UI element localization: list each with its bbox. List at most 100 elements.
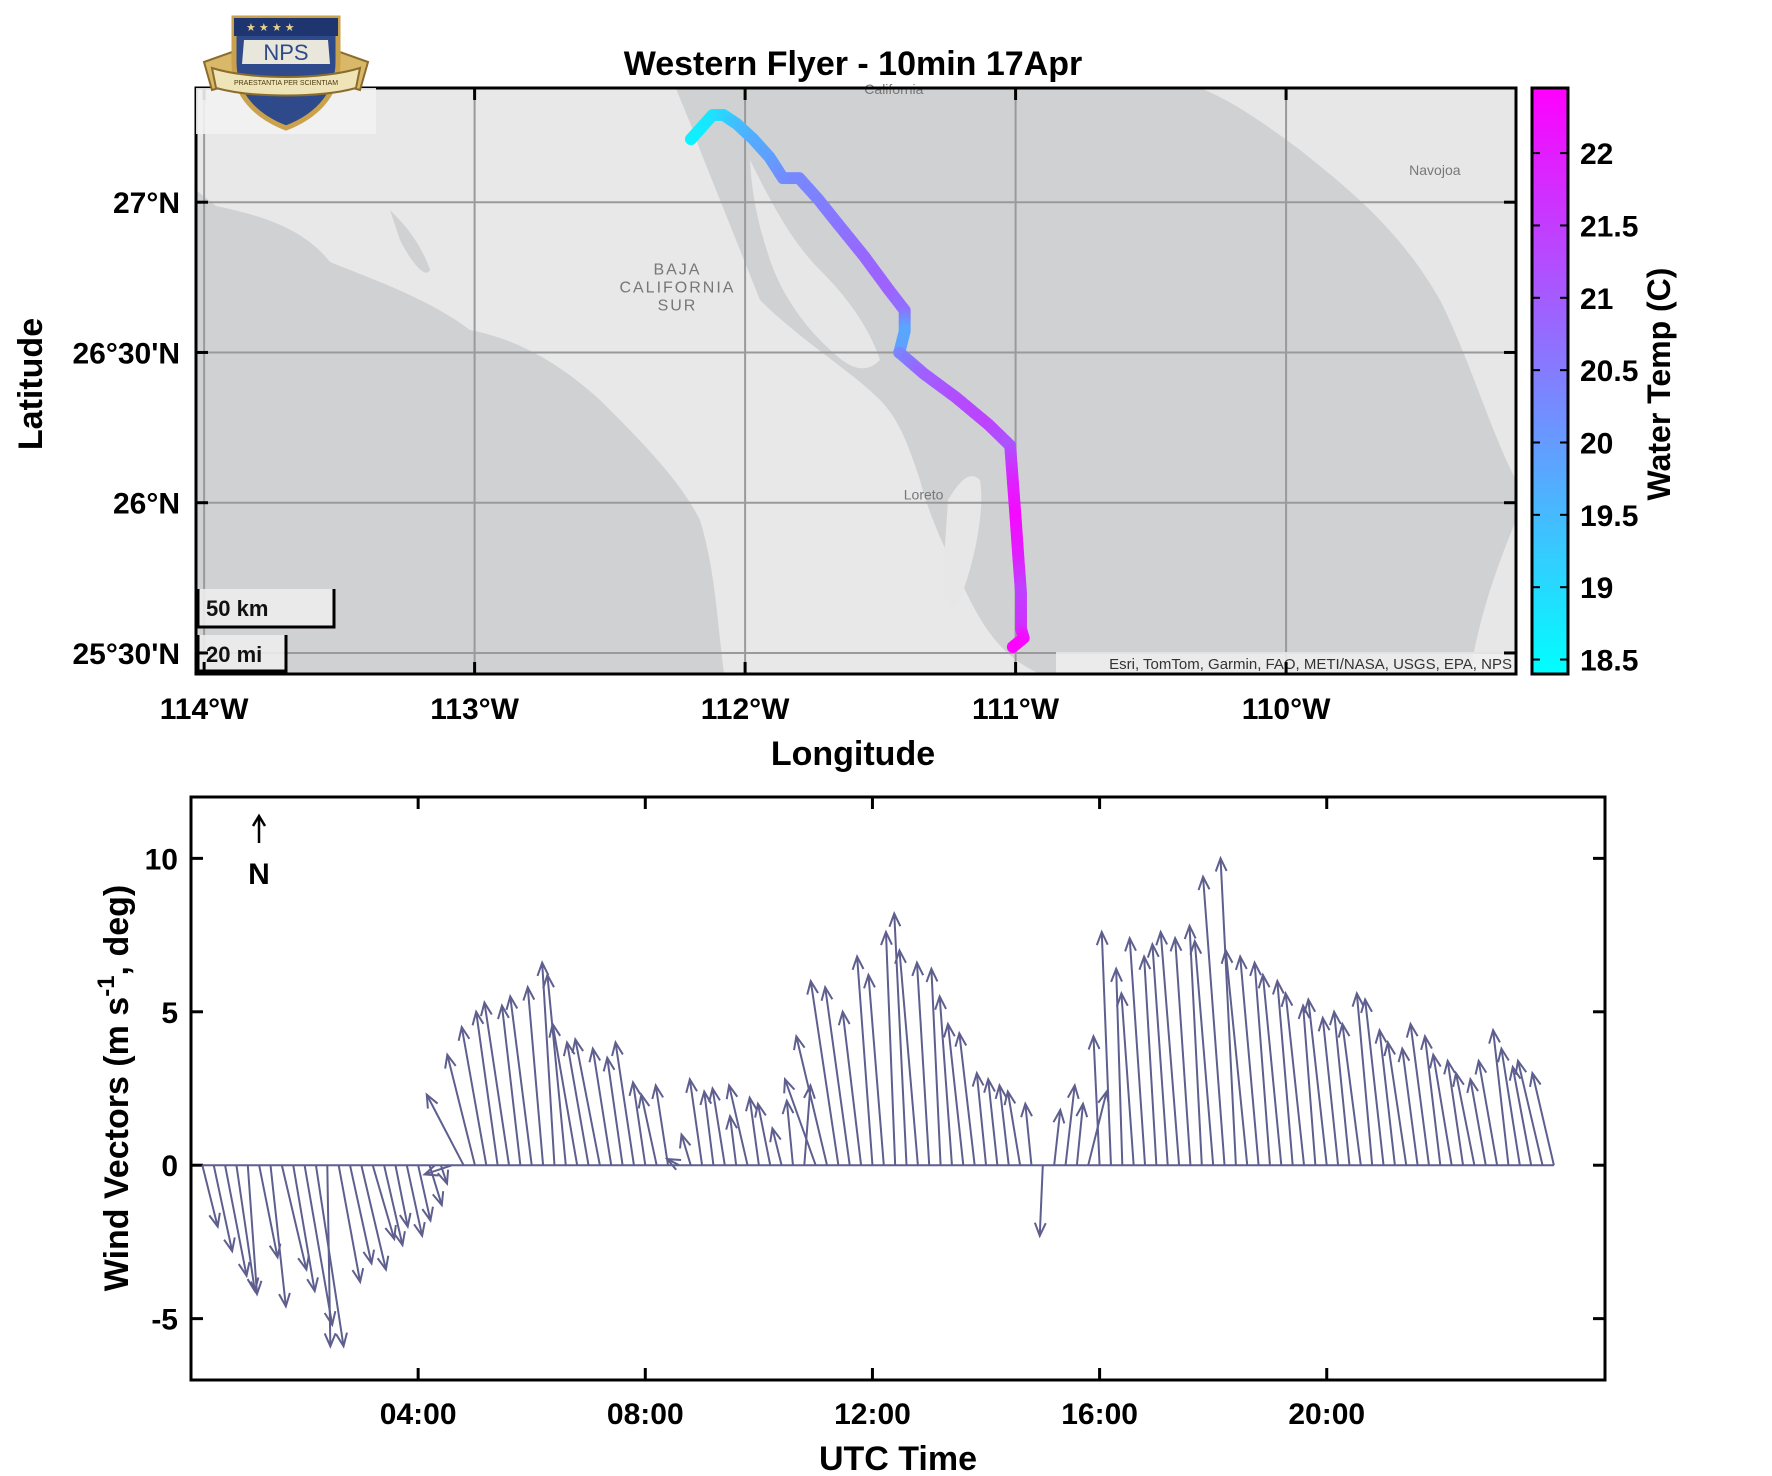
map-tick-label-x: 114°W xyxy=(160,693,249,726)
wind-vector-shaft xyxy=(1321,1017,1340,1166)
wind-vector-shaft xyxy=(475,1011,499,1166)
wind-vector xyxy=(212,1165,236,1254)
scale-bar-km-box xyxy=(198,589,334,627)
wind-vector-head xyxy=(754,1101,767,1118)
wind-vector-head xyxy=(1183,923,1197,940)
wind-vector-head xyxy=(425,1092,439,1109)
wind-vector-shaft xyxy=(1386,1042,1408,1166)
wind-vector xyxy=(280,1164,310,1273)
wind-vector-head xyxy=(1452,1070,1465,1088)
wind-vector-head xyxy=(237,1261,251,1279)
scale-bar: 50 km 20 mi xyxy=(196,589,336,673)
wind-vector-shaft xyxy=(417,1164,432,1221)
logo-chief xyxy=(234,18,338,36)
wind-vector-shaft xyxy=(728,1085,749,1166)
wind-vector xyxy=(1124,935,1147,1166)
wind-vector xyxy=(1303,996,1328,1166)
wind-vector-shaft xyxy=(1409,1023,1430,1166)
wind-vector xyxy=(425,1092,465,1166)
wind-vector-head xyxy=(1351,990,1365,1008)
wind-ylabel-tail: , deg) xyxy=(98,885,136,976)
wind-vector-head xyxy=(725,1113,738,1130)
wind-vector xyxy=(911,960,931,1166)
wind-vector xyxy=(422,1164,453,1177)
wind-vector xyxy=(1329,1009,1351,1166)
wind-vector-shaft xyxy=(1276,981,1294,1166)
wind-vector xyxy=(1220,947,1249,1166)
wind-vector-head xyxy=(708,1085,721,1103)
wind-vector-shaft xyxy=(1143,956,1158,1166)
wind-vector-head xyxy=(1033,1222,1047,1239)
wind-vector xyxy=(588,1046,613,1166)
logo-motto: PRAESTANTIA PER SCIENTIAM xyxy=(234,80,338,87)
wind-vector-head xyxy=(781,1098,795,1115)
wind-vector-shaft xyxy=(1446,1060,1465,1166)
wind-vector-head xyxy=(249,1280,263,1297)
wind-vector-shaft xyxy=(405,1164,424,1236)
wind-vector-shaft xyxy=(1355,993,1374,1166)
sonora-land xyxy=(1200,88,1516,480)
wind-vector xyxy=(1297,1003,1317,1166)
wind-vector-shaft xyxy=(1341,1023,1362,1166)
wind-vector xyxy=(1374,1027,1396,1166)
wind-vector-head xyxy=(628,1079,642,1097)
wind-vector-shaft xyxy=(509,996,533,1166)
wind-vector xyxy=(1360,996,1385,1166)
wind-vector-shaft xyxy=(394,1165,409,1227)
wind-vector xyxy=(637,1092,658,1166)
wind-vector-shaft xyxy=(1333,1011,1351,1166)
wind-ylabel-main: Wind Vectors (m s xyxy=(98,997,136,1291)
wind-vector xyxy=(201,1164,221,1230)
wind-vector-shaft xyxy=(1454,1072,1476,1166)
map-ylabel: Latitude xyxy=(12,318,50,450)
wind-vector-shaft xyxy=(958,1033,976,1166)
wind-vector xyxy=(269,1165,291,1309)
wind-vector-shaft xyxy=(1364,999,1385,1166)
logo-text: NPS xyxy=(263,40,308,65)
wind-vector-shaft xyxy=(424,1164,453,1176)
wind-vector-shaft xyxy=(1261,974,1283,1166)
colorbar-label: Water Temp (C) xyxy=(1641,268,1677,501)
wind-vector-shaft xyxy=(566,1042,590,1166)
wind-vector xyxy=(1497,1046,1521,1166)
map-tick-label-y: 27°N xyxy=(113,187,180,220)
wind-vector-head xyxy=(888,911,902,928)
wind-vector xyxy=(1397,1046,1419,1166)
wind-vector-shaft xyxy=(1120,993,1135,1166)
wind-vector-head xyxy=(685,1076,698,1094)
wind-vector-head xyxy=(335,1332,348,1349)
wind-vector xyxy=(349,1164,376,1266)
wind-vector-head xyxy=(1329,1009,1342,1026)
wind-vector xyxy=(542,972,567,1166)
wind-vector-shaft xyxy=(235,1165,256,1292)
wind-vector-shaft xyxy=(1159,931,1181,1166)
wind-vector xyxy=(934,993,953,1166)
wind-vector-shaft xyxy=(1115,968,1124,1166)
colorbar-tick-label: 21.5 xyxy=(1580,210,1638,243)
wind-vector-shaft xyxy=(224,1165,248,1276)
colorbar-gradient xyxy=(1530,86,1570,676)
wind-vector-head xyxy=(880,929,893,946)
wind-vector xyxy=(725,1082,749,1166)
wind-vector xyxy=(1272,978,1294,1166)
wind-vector-head xyxy=(1020,1101,1033,1118)
place-label: Loreto xyxy=(904,487,944,503)
wind-vector-head xyxy=(803,1082,816,1100)
wind-vector-head xyxy=(1497,1046,1510,1063)
wind-vector xyxy=(371,1164,397,1242)
wind-vector-shaft xyxy=(784,1078,817,1166)
wind-vector-shaft xyxy=(703,1091,715,1166)
wind-vector xyxy=(1514,1058,1544,1166)
north-label: N xyxy=(248,858,270,891)
wind-vector xyxy=(536,960,556,1166)
wind-vector-head xyxy=(1429,1052,1442,1069)
wind-vector-shaft xyxy=(1432,1054,1453,1166)
wind-vector xyxy=(971,1070,988,1166)
sonora-land-south xyxy=(1470,520,1516,674)
wind-vector-shaft xyxy=(446,1054,476,1166)
wind-vector xyxy=(837,1009,863,1166)
wind-vector-head xyxy=(934,993,947,1011)
wind-vector-shaft xyxy=(1511,1066,1533,1166)
wind-vector xyxy=(1146,941,1169,1166)
